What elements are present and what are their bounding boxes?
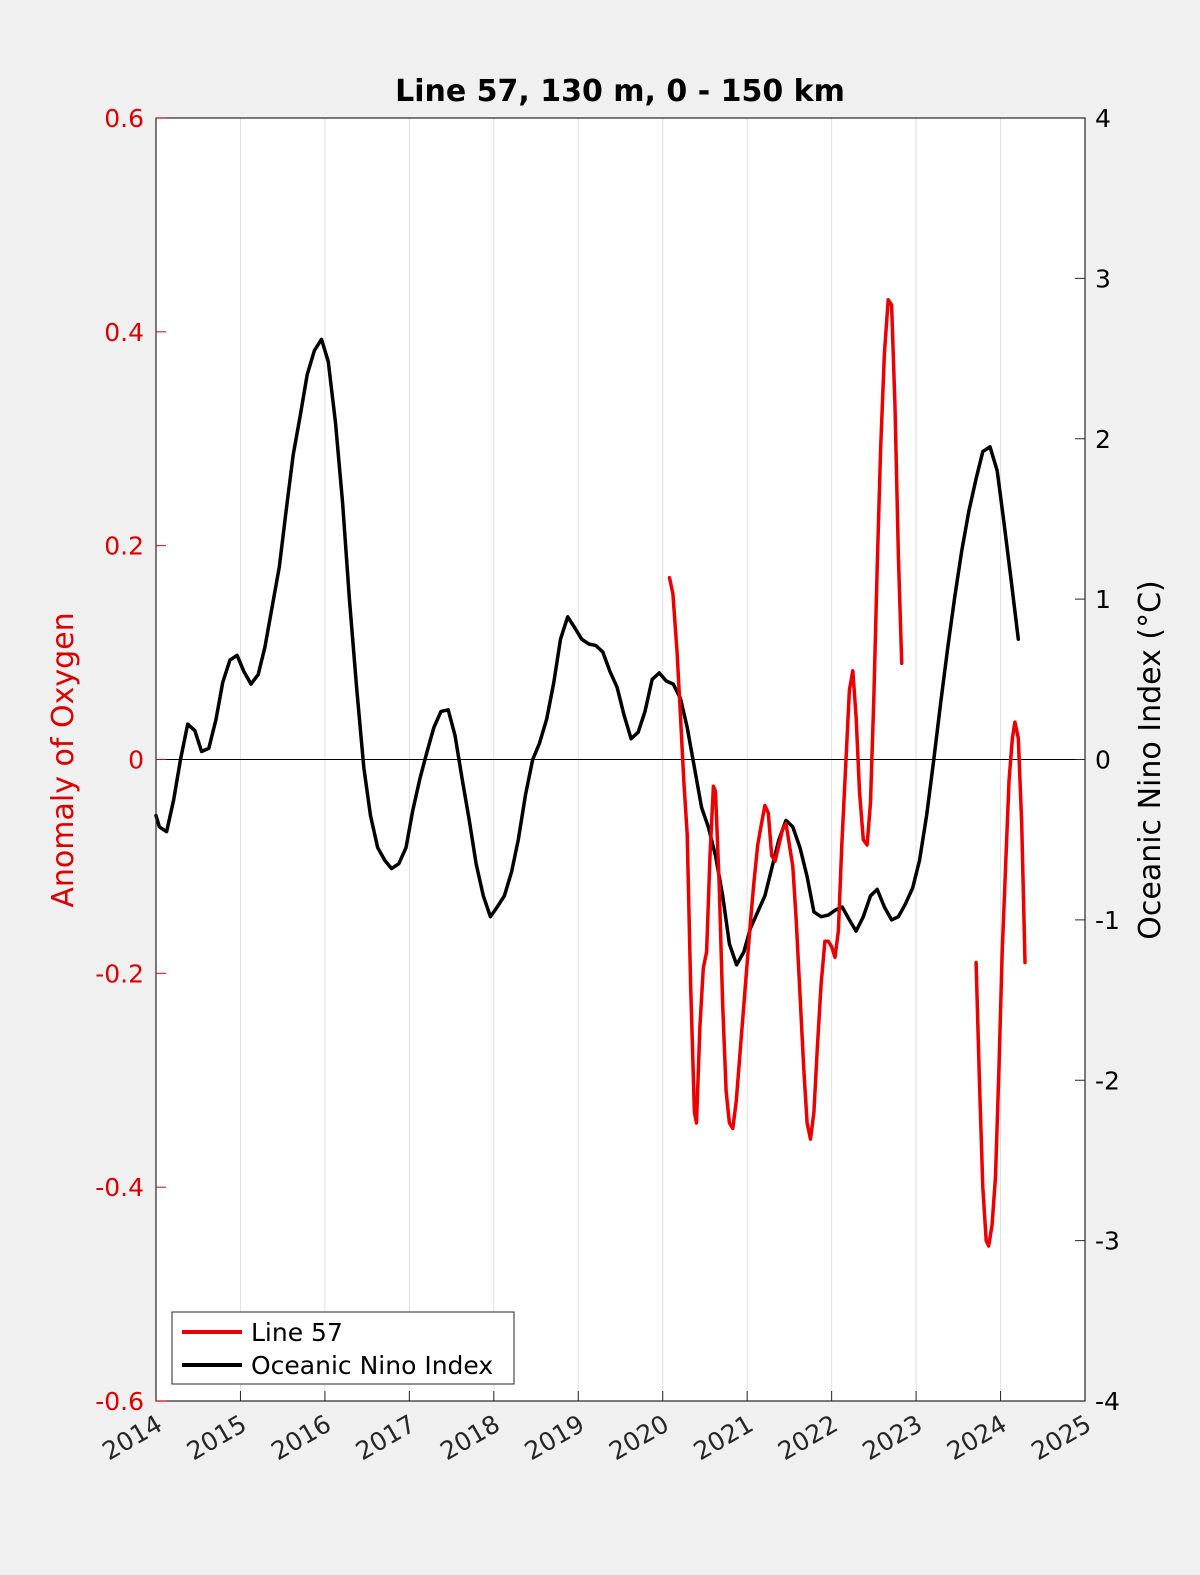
y-left-tick-label: 0.6: [104, 104, 144, 133]
chart-title: Line 57, 130 m, 0 - 150 km: [395, 74, 845, 109]
left-axis-label: Anomaly of Oxygen: [46, 612, 81, 907]
series-line-oni: [154, 337, 1021, 967]
y-left-tick-label: -0.2: [95, 959, 144, 988]
x-tick-label: 2020: [604, 1409, 674, 1466]
y-right-tick-label: -2: [1095, 1066, 1120, 1095]
y-right-tick-label: 0: [1095, 746, 1111, 775]
x-tick-label: 2018: [435, 1409, 505, 1466]
x-tick-label: 2023: [857, 1409, 927, 1466]
x-tick-label: 2016: [266, 1409, 336, 1466]
y-right-tick-label: 4: [1095, 104, 1111, 133]
y-left-tick-label: -0.4: [95, 1173, 144, 1202]
x-tick-label: 2014: [97, 1409, 167, 1466]
x-tick-label: 2019: [520, 1409, 590, 1466]
legend-box: [171, 1311, 515, 1385]
y-left-tick-label: 0.2: [104, 532, 144, 561]
legend: Line 57 Oceanic Nino Index: [171, 1311, 515, 1385]
x-tick-label: 2015: [182, 1409, 252, 1466]
y-left-tick-label: -0.6: [95, 1387, 144, 1416]
y-right-tick-label: 2: [1095, 425, 1111, 454]
y-left-tick-label: 0: [128, 746, 144, 775]
y-right-tick-label: 3: [1095, 264, 1111, 293]
legend-line57-label: Line 57: [251, 1318, 343, 1347]
y-right-tick-label: -4: [1095, 1387, 1120, 1416]
right-axis-label: Oceanic Nino Index (°C): [1133, 580, 1168, 940]
legend-oni-label: Oceanic Nino Index: [251, 1351, 493, 1380]
y-right-tick-label: 1: [1095, 585, 1111, 614]
x-tick-label: 2024: [942, 1409, 1012, 1466]
series-layer: [154, 298, 1027, 1248]
x-tick-label: 2017: [351, 1409, 421, 1466]
series-line-line57-segment-1: [667, 298, 904, 1141]
x-tick-label: 2025: [1026, 1409, 1096, 1466]
y-right-tick-label: -1: [1095, 906, 1120, 935]
series-line-line57-segment-2: [974, 720, 1027, 1248]
x-tick-label: 2021: [689, 1409, 759, 1466]
y-right-tick-label: -3: [1095, 1227, 1120, 1256]
x-tick-label: 2022: [773, 1409, 843, 1466]
y-left-tick-label: 0.4: [104, 318, 144, 347]
